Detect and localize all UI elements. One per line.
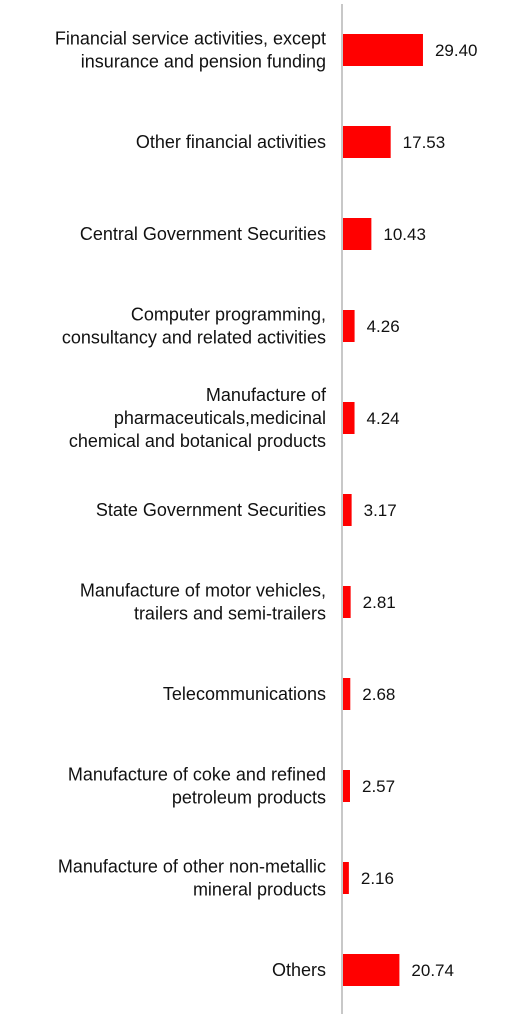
category-label-line: insurance and pension funding — [81, 52, 326, 72]
data-label: 17.53 — [403, 133, 446, 152]
category-label: Computer programming, consultancy and rel… — [62, 305, 326, 348]
bar — [343, 126, 391, 158]
category-labels-group: Financial service activities, except insu… — [55, 29, 327, 981]
category-label-line: consultancy and related activities — [62, 328, 326, 348]
bar — [343, 770, 350, 802]
category-label: Manufacture of coke and refined petroleum… — [68, 765, 326, 808]
bar — [343, 678, 351, 710]
bar — [343, 954, 400, 986]
category-label: Manufacture of motor vehicles, trailers a… — [80, 581, 326, 624]
bar — [343, 34, 423, 66]
category-label-line: Manufacture of — [206, 385, 327, 405]
category-label: State Government Securities — [96, 500, 326, 520]
category-label-line: Telecommunications — [163, 684, 326, 704]
data-label: 3.17 — [364, 501, 397, 520]
bar — [343, 494, 352, 526]
category-label-line: Manufacture of motor vehicles, — [80, 581, 326, 601]
bar — [343, 862, 349, 894]
data-label: 4.24 — [367, 409, 400, 428]
bar — [343, 218, 372, 250]
category-label-line: chemical and botanical products — [69, 431, 326, 451]
data-label: 2.57 — [362, 777, 395, 796]
category-label: Telecommunications — [163, 684, 326, 704]
category-label-line: State Government Securities — [96, 500, 326, 520]
category-label-line: mineral products — [193, 880, 326, 900]
category-label-line: Computer programming, — [131, 305, 326, 325]
category-label-line: Others — [272, 960, 326, 980]
category-label: Financial service activities, except insu… — [55, 29, 326, 72]
category-label: Manufacture of other non-metallic mineral… — [58, 857, 326, 900]
value-labels-group: 29.40 17.53 10.43 4.26 4.24 3.17 2.81 2.68 2.57 2… — [361, 41, 478, 980]
data-label: 2.68 — [362, 685, 395, 704]
bars-group — [343, 34, 423, 986]
category-label-line: Central Government Securities — [80, 224, 326, 244]
data-label: 4.26 — [367, 317, 400, 336]
category-label-line: Manufacture of coke and refined — [68, 765, 326, 785]
bar — [343, 310, 355, 342]
category-label: Manufacture of pharmaceuticals,medicinal c… — [69, 385, 327, 451]
data-label: 29.40 — [435, 41, 478, 60]
data-label: 10.43 — [383, 225, 426, 244]
category-label: Other financial activities — [136, 132, 326, 152]
category-label-line: petroleum products — [172, 788, 326, 808]
category-label-line: Financial service activities, except — [55, 29, 326, 49]
category-label-line: pharmaceuticals,medicinal — [114, 408, 326, 428]
category-label-line: Manufacture of other non-metallic — [58, 857, 326, 877]
category-label-line: Other financial activities — [136, 132, 326, 152]
data-label: 2.16 — [361, 869, 394, 888]
bar — [343, 402, 355, 434]
category-label-line: trailers and semi-trailers — [134, 604, 326, 624]
data-label: 2.81 — [363, 593, 396, 612]
category-label: Central Government Securities — [80, 224, 326, 244]
bar — [343, 586, 351, 618]
data-label: 20.74 — [411, 961, 454, 980]
category-label: Others — [272, 960, 326, 980]
